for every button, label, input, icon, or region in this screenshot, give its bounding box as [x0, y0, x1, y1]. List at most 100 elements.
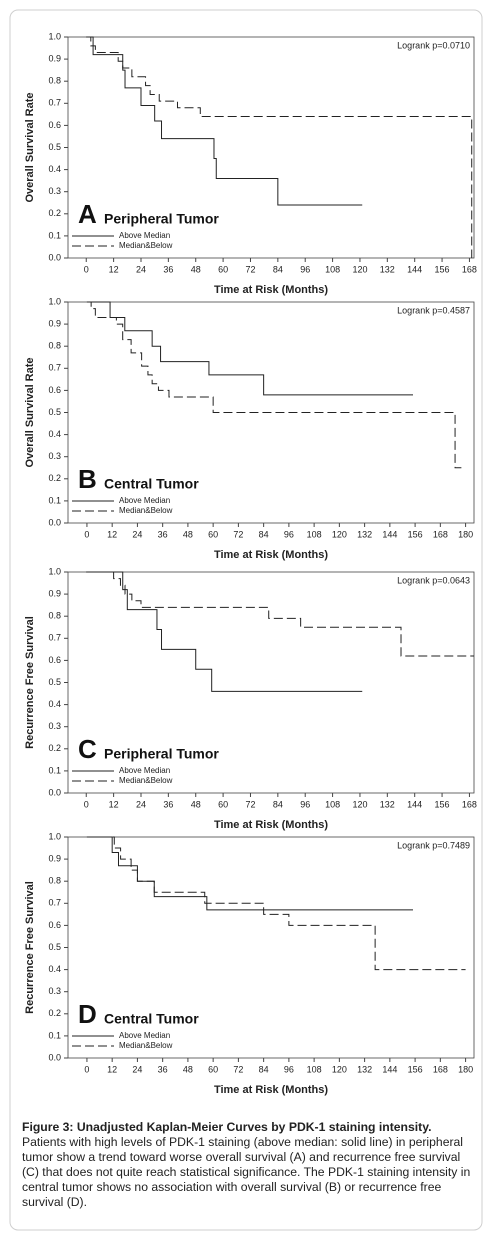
x-tick-label: 60 — [218, 264, 228, 274]
x-tick-label: 84 — [273, 799, 283, 809]
y-tick-label: 0.0 — [48, 517, 61, 527]
x-tick-label: 120 — [352, 264, 367, 274]
x-tick-label: 156 — [408, 529, 423, 539]
x-tick-label: 168 — [433, 1064, 448, 1074]
x-tick-label: 36 — [163, 264, 173, 274]
x-tick-label: 108 — [307, 529, 322, 539]
x-tick-label: 48 — [183, 529, 193, 539]
y-tick-label: 0.6 — [48, 920, 61, 930]
x-tick-label: 60 — [218, 799, 228, 809]
y-tick-label: 0.5 — [48, 407, 61, 417]
survival-curve — [86, 36, 473, 258]
x-tick-label: 12 — [107, 1064, 117, 1074]
x-tick-label: 0 — [84, 529, 89, 539]
y-tick-label: 0.5 — [48, 142, 61, 152]
x-tick-label: 108 — [325, 264, 340, 274]
x-tick-label: 12 — [109, 264, 119, 274]
y-tick-label: 0.1 — [48, 765, 61, 775]
x-tick-label: 132 — [380, 799, 395, 809]
figure-frame — [9, 9, 483, 1231]
x-tick-label: 144 — [407, 799, 422, 809]
y-tick-label: 0.9 — [48, 318, 61, 328]
y-tick-label: 0.2 — [48, 208, 61, 218]
x-tick-label: 84 — [273, 264, 283, 274]
panel-letter: A — [78, 199, 97, 229]
x-tick-label: 24 — [136, 264, 146, 274]
x-tick-label: 24 — [132, 1064, 142, 1074]
y-tick-label: 0.0 — [48, 252, 61, 262]
y-tick-label: 0.4 — [48, 964, 61, 974]
x-tick-label: 24 — [132, 529, 142, 539]
x-tick-label: 72 — [233, 529, 243, 539]
x-tick-label: 168 — [462, 264, 477, 274]
y-tick-label: 0.1 — [48, 495, 61, 505]
x-tick-label: 12 — [109, 799, 119, 809]
x-tick-label: 132 — [357, 1064, 372, 1074]
panel-title: Central Tumor — [104, 1011, 199, 1027]
y-tick-label: 0.7 — [48, 633, 61, 643]
y-tick-label: 0.5 — [48, 942, 61, 952]
caption-text: Patients with high levels of PDK-1 stain… — [22, 1135, 471, 1209]
x-tick-label: 0 — [84, 799, 89, 809]
x-tick-label: 96 — [284, 1064, 294, 1074]
y-tick-label: 0.3 — [48, 986, 61, 996]
y-tick-label: 0.9 — [48, 53, 61, 63]
annotation: Logrank p=0.4587 — [397, 305, 470, 315]
y-tick-label: 0.7 — [48, 98, 61, 108]
panel-title: Central Tumor — [104, 476, 199, 492]
y-tick-label: 0.2 — [48, 743, 61, 753]
legend-label: Median&Below — [119, 776, 173, 785]
y-axis-label: Recurrence Free Survival — [24, 616, 36, 749]
y-tick-label: 0.1 — [48, 230, 61, 240]
y-axis-label: Recurrence Free Survival — [24, 881, 36, 1014]
y-tick-label: 0.6 — [48, 385, 61, 395]
panel-letter: C — [78, 734, 97, 764]
x-tick-label: 96 — [300, 264, 310, 274]
x-axis-label: Time at Risk (Months) — [214, 284, 328, 296]
y-tick-label: 0.8 — [48, 341, 61, 351]
y-tick-label: 0.2 — [48, 1008, 61, 1018]
y-tick-label: 0.3 — [48, 721, 61, 731]
x-tick-label: 60 — [208, 1064, 218, 1074]
annotation: Logrank p=0.0643 — [397, 575, 470, 585]
panel-title: Peripheral Tumor — [104, 746, 219, 762]
survival-curve — [86, 301, 413, 396]
x-tick-label: 132 — [380, 264, 395, 274]
annotation: Logrank p=0.7489 — [397, 840, 470, 850]
survival-curve — [86, 571, 363, 692]
y-axis-label: Overall Survival Rate — [24, 357, 36, 467]
x-tick-label: 72 — [245, 799, 255, 809]
x-tick-label: 144 — [407, 264, 422, 274]
x-tick-label: 180 — [458, 1064, 473, 1074]
y-tick-label: 0.3 — [48, 451, 61, 461]
caption: Figure 3: Unadjusted Kaplan-Meier Curves… — [22, 1120, 474, 1210]
x-axis-label: Time at Risk (Months) — [214, 1084, 328, 1096]
y-tick-label: 0.9 — [48, 853, 61, 863]
y-tick-label: 0.5 — [48, 677, 61, 687]
y-tick-label: 0.0 — [48, 787, 61, 797]
y-tick-label: 0.9 — [48, 588, 61, 598]
legend-label: Median&Below — [119, 241, 173, 250]
x-tick-label: 36 — [158, 1064, 168, 1074]
y-tick-label: 0.4 — [48, 429, 61, 439]
x-tick-label: 156 — [408, 1064, 423, 1074]
x-tick-label: 180 — [458, 529, 473, 539]
x-axis-label: Time at Risk (Months) — [214, 819, 328, 831]
y-tick-label: 0.4 — [48, 164, 61, 174]
y-tick-label: 0.7 — [48, 363, 61, 373]
x-tick-label: 72 — [245, 264, 255, 274]
legend-label: Median&Below — [119, 1041, 173, 1050]
x-tick-label: 168 — [433, 529, 448, 539]
x-tick-label: 48 — [191, 799, 201, 809]
x-tick-label: 156 — [435, 799, 450, 809]
x-tick-label: 0 — [84, 264, 89, 274]
legend-label: Above Median — [119, 766, 170, 775]
panel-title: Peripheral Tumor — [104, 211, 219, 227]
x-tick-label: 36 — [163, 799, 173, 809]
panel-letter: D — [78, 999, 97, 1029]
y-tick-label: 1.0 — [48, 831, 61, 841]
y-tick-label: 0.1 — [48, 1030, 61, 1040]
x-tick-label: 84 — [259, 1064, 269, 1074]
x-tick-label: 108 — [307, 1064, 322, 1074]
